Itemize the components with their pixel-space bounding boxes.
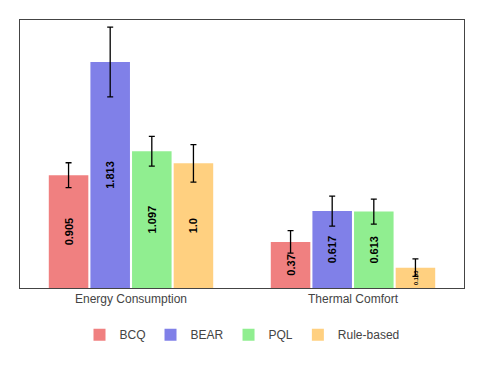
svg-text:Rule-based: Rule-based: [338, 328, 399, 342]
svg-text:1.813: 1.813: [104, 161, 116, 189]
svg-text:0.163: 0.163: [413, 271, 419, 285]
svg-text:Energy Consumption: Energy Consumption: [75, 292, 187, 306]
svg-text:0.617: 0.617: [326, 236, 338, 264]
svg-text:BCQ: BCQ: [120, 328, 146, 342]
svg-text:0.905: 0.905: [63, 218, 75, 246]
svg-text:1.0: 1.0: [187, 218, 199, 233]
svg-text:1.097: 1.097: [146, 206, 158, 234]
svg-text:PQL: PQL: [269, 328, 293, 342]
svg-text:Thermal Comfort: Thermal Comfort: [308, 292, 399, 306]
svg-text:BEAR: BEAR: [191, 328, 224, 342]
svg-text:0.613: 0.613: [368, 236, 380, 264]
svg-text:0.37: 0.37: [285, 254, 297, 275]
